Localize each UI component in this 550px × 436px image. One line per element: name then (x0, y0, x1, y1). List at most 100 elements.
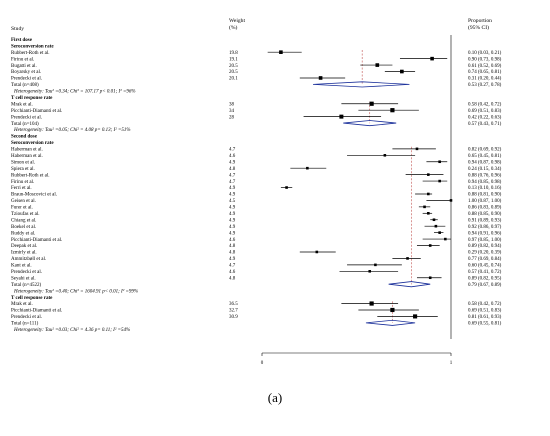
study-ci-text: 0.82 (0.69, 0.92) (468, 148, 502, 153)
study-ci-text: 0.57 (0.41, 0.72) (468, 270, 502, 275)
study-label: Furer et al. (11, 206, 33, 211)
total-ci-text: 0.79 (0.67, 0.89) (468, 283, 502, 288)
study-ci-text: 0.58 (0.42, 0.72) (468, 102, 502, 107)
study-label: Rubbert-Roth et al. (11, 51, 49, 56)
study-ci-text: 0.91 (0.89, 0.93) (468, 218, 502, 223)
study-ci-text: 0.31 (0.20, 0.44) (468, 77, 502, 82)
point-estimate (400, 69, 404, 74)
study-weight: 19.8 (229, 51, 238, 56)
study-weight: 4.9 (229, 206, 236, 211)
study-label: Simon et al. (11, 160, 35, 165)
pooled-diamond (388, 281, 431, 288)
study-weight: 4.8 (229, 167, 236, 172)
study-label: Braun-Moscovici et al. (11, 193, 57, 198)
header-ci: (95% CI) (468, 24, 489, 31)
study-weight: 4.9 (229, 160, 236, 165)
study-ci-text: 0.86 (0.83, 0.89) (468, 206, 502, 211)
point-estimate (415, 147, 419, 151)
figure-caption: (a) (267, 390, 283, 405)
point-estimate (427, 173, 430, 176)
study-ci-text: 0.89 (0.82, 0.94) (468, 244, 502, 249)
study-ci-text: 0.65 (0.45, 0.81) (468, 154, 502, 159)
study-label: Rubbert-Roth et al. (11, 173, 49, 178)
study-ci-text: 0.88 (0.85, 0.90) (468, 212, 502, 217)
study-weight: 30.9 (229, 315, 238, 320)
heterogeneity-text: Heterogeneity: Tau² =0.03; Chi² = 4.36 p… (13, 327, 130, 333)
study-ci-text: 0.90 (0.73, 0.98) (468, 57, 502, 62)
study-ci-text: 0.42 (0.22, 0.63) (468, 115, 502, 120)
point-estimate (423, 205, 426, 209)
study-label: Deepak et al. (11, 244, 37, 249)
study-label: Picchianti-Diamanti et al. (11, 238, 62, 243)
study-weight: 34 (229, 109, 235, 114)
study-weight: 32.7 (229, 309, 238, 314)
study-weight: 4.9 (229, 193, 236, 198)
study-label: Picchianti-Diamanti et al. (11, 309, 62, 314)
study-weight: 4.9 (229, 257, 236, 262)
study-weight: 20.5 (229, 64, 238, 69)
study-ci-text: 0.10 (0.03, 0.21) (468, 51, 502, 56)
point-estimate (428, 276, 432, 280)
point-estimate (444, 237, 447, 241)
study-weight: 4.6 (229, 154, 236, 159)
subgroup-title: Seroconversion rate (11, 141, 54, 146)
study-ci-text: 0.74 (0.65, 0.81) (468, 70, 502, 75)
study-ci-text: 0.60 (0.45, 0.74) (468, 264, 502, 269)
study-label: Kant et al. (11, 264, 32, 269)
point-estimate (434, 224, 438, 228)
point-estimate (315, 250, 319, 254)
study-ci-text: 0.69 (0.51, 0.83) (468, 309, 502, 314)
point-estimate (383, 154, 387, 157)
study-label: Ferri et al. (11, 186, 32, 191)
point-estimate (306, 166, 309, 170)
study-label: Prendecki et al. (11, 270, 42, 275)
point-estimate (438, 179, 441, 183)
study-label: Bugatti et al. (11, 64, 37, 69)
pooled-diamond (343, 120, 397, 127)
study-ci-text: 0.89 (0.82, 0.95) (468, 276, 502, 281)
study-label: Mrak et al. (11, 102, 33, 107)
point-estimate (413, 314, 418, 319)
header-weight: Weight (229, 18, 245, 24)
study-ci-text: 0.94 (0.91, 0.96) (468, 231, 502, 236)
study-ci-text: 0.29 (0.20, 0.39) (468, 251, 502, 256)
study-label: Spiera et al. (11, 167, 35, 172)
study-ci-text: 0.97 (0.85, 1.00) (468, 238, 502, 243)
subgroup-title: T cell response rate (11, 96, 53, 101)
study-weight: 20.5 (229, 70, 238, 75)
study-weight: 4.6 (229, 238, 236, 243)
study-ci-text: 0.94 (0.87, 0.98) (468, 160, 502, 165)
study-label: Firinu et al. (11, 57, 34, 62)
heterogeneity-text: Heterogeneity: Tau² =0.34; Chi² = 107.17… (13, 89, 136, 95)
point-estimate (369, 101, 374, 106)
subgroup-title: Seroconversion rate (11, 44, 54, 49)
column-headers: Study Weight (%) Proportion (95% CI) (11, 18, 492, 32)
point-estimate (406, 257, 409, 260)
study-label: Prendecki et al. (11, 115, 42, 120)
study-weight: 4.9 (229, 231, 236, 236)
study-ci-text: 0.61 (0.52, 0.69) (468, 64, 502, 69)
study-label: Izmirly et al. (11, 251, 37, 256)
study-label: Chiang et al. (11, 218, 36, 223)
study-label: Firinu et al. (11, 180, 34, 185)
study-label: Ammitzbøll et al. (11, 257, 46, 262)
x-tick-label: 0 (261, 361, 264, 366)
subgroup-title: T cell response rate (11, 296, 53, 301)
study-ci-text: 0.58 (0.42, 0.72) (468, 302, 502, 307)
point-estimate (427, 212, 430, 215)
study-ci-text: 0.69 (0.51, 0.83) (468, 109, 502, 114)
study-weight: 38 (229, 102, 235, 107)
study-label: Mrak et al. (11, 302, 33, 307)
point-estimate (374, 263, 377, 267)
study-weight: 4.9 (229, 186, 236, 191)
study-weight: 4.9 (229, 218, 236, 223)
study-weight: 4.6 (229, 270, 236, 275)
total-ci-text: 0.57 (0.43, 0.71) (468, 122, 502, 127)
study-weight: 4.8 (229, 276, 236, 281)
pooled-diamond (365, 319, 416, 326)
point-estimate (285, 186, 288, 189)
study-label: Haberman et al. (11, 154, 43, 159)
study-weight: 4.7 (229, 148, 236, 153)
